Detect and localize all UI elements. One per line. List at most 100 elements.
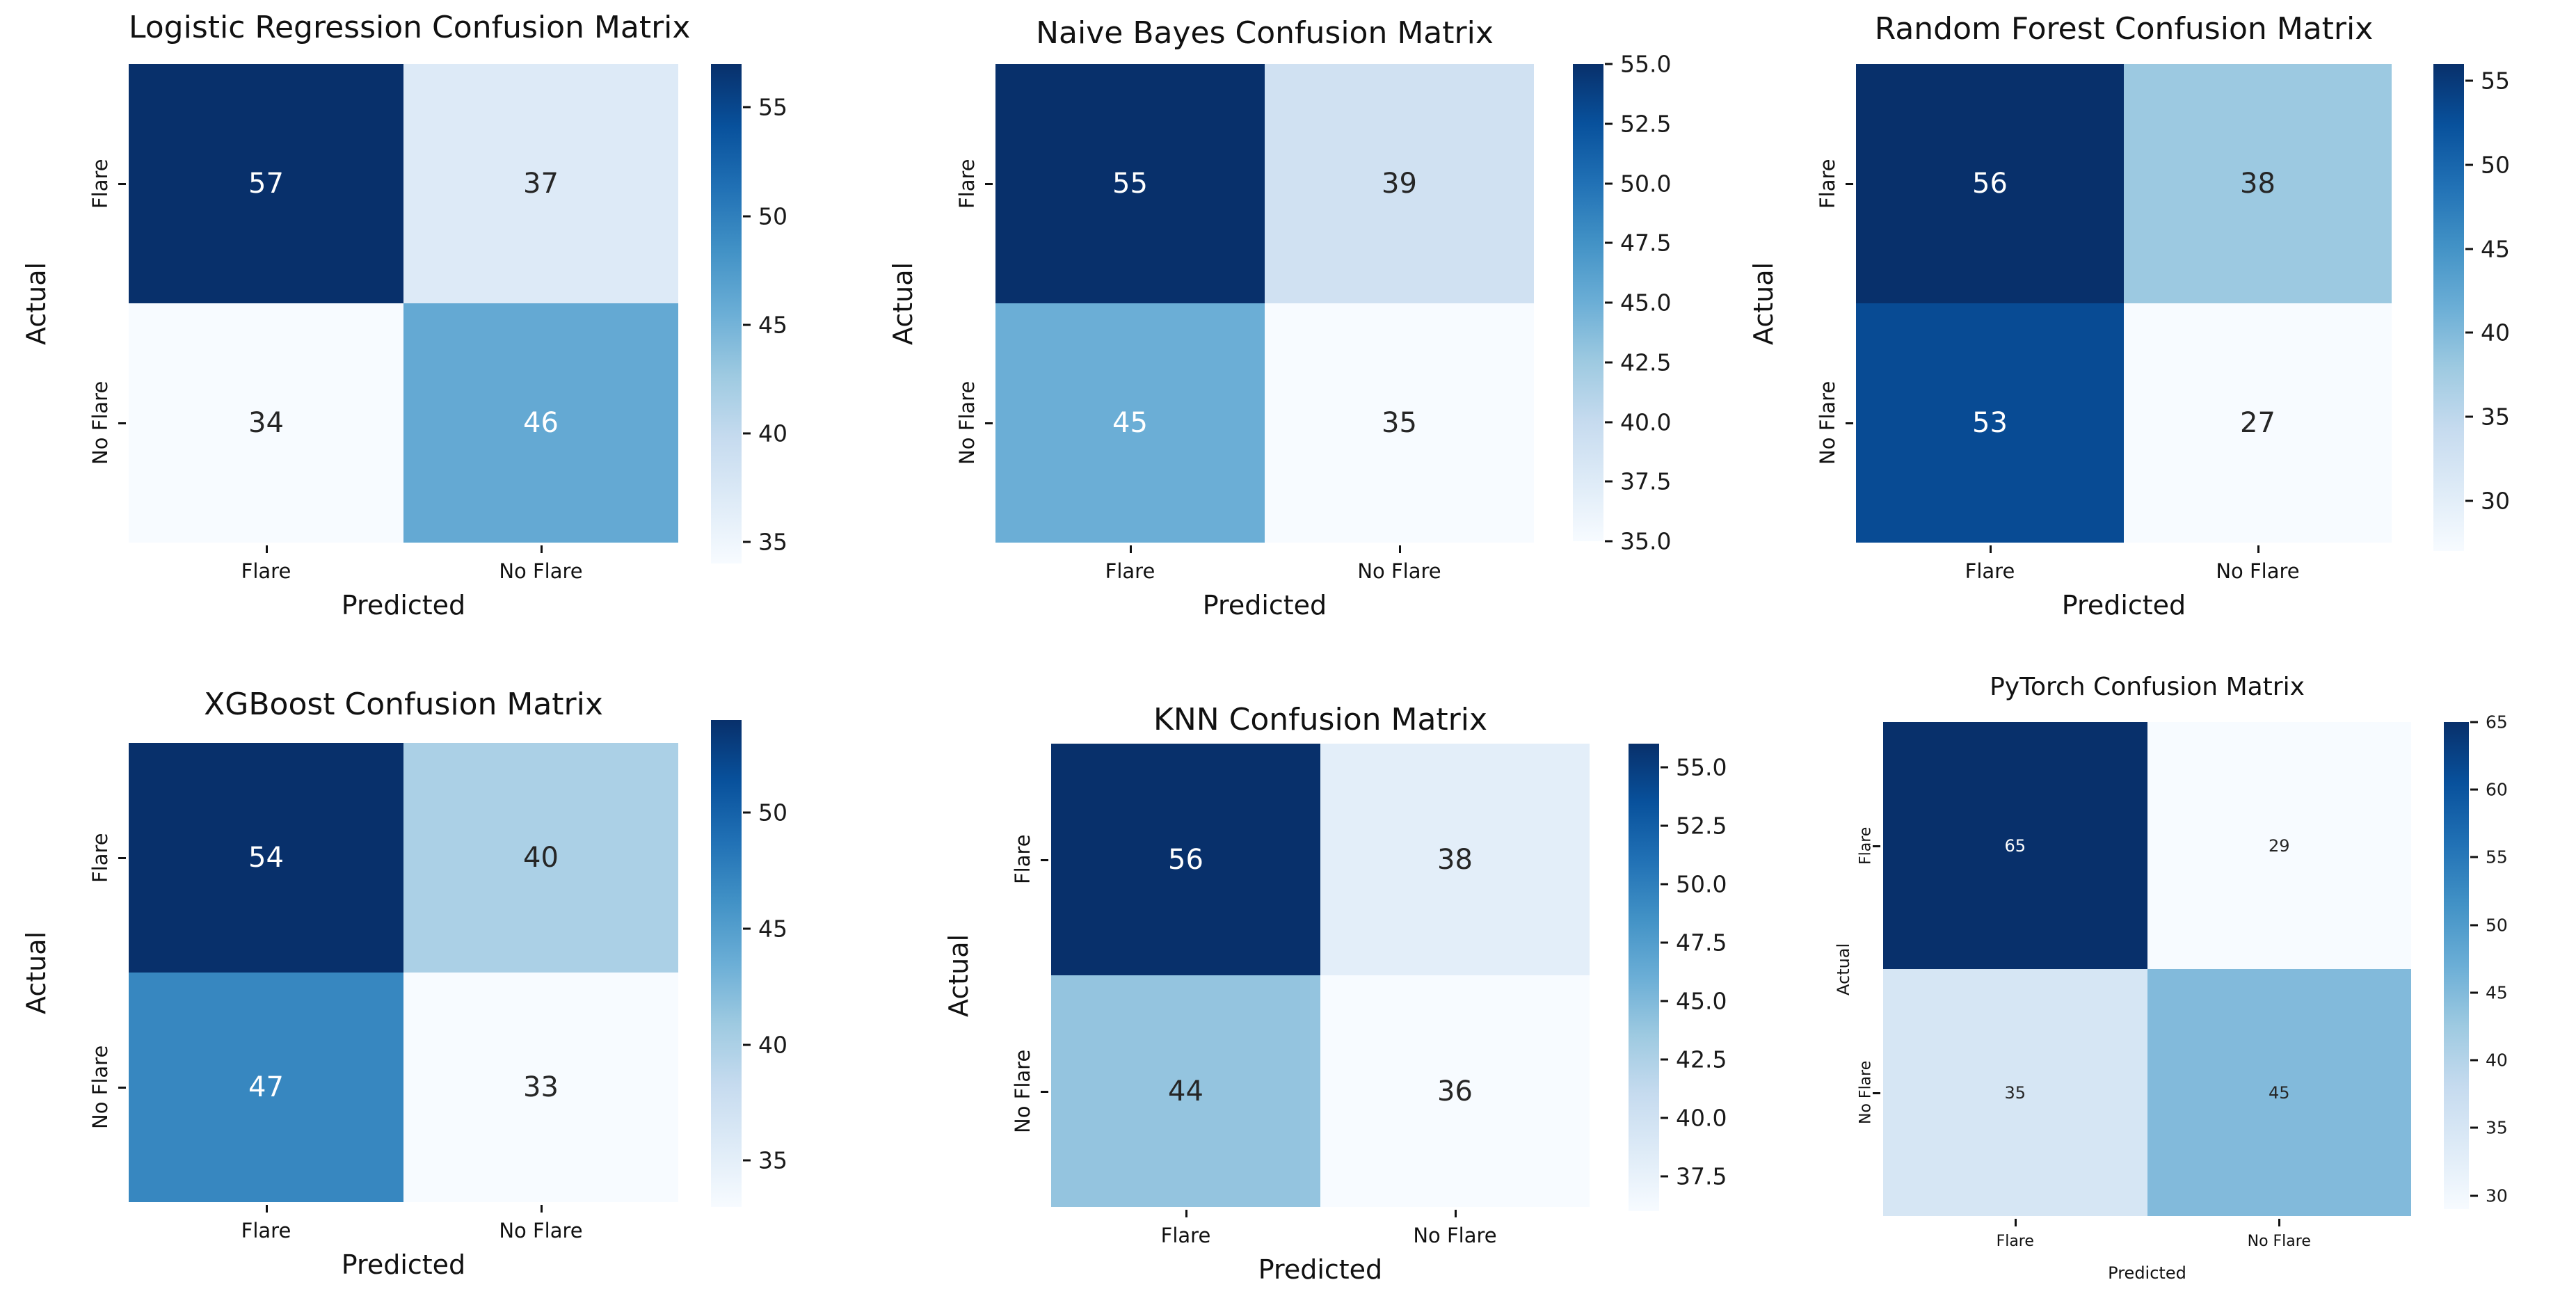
cell-value: 38 <box>1437 843 1473 876</box>
x-tick-mark <box>540 545 543 553</box>
colorbar-tick-label: 52.5 <box>1676 812 1727 840</box>
x-axis-label: Predicted <box>2108 1263 2186 1283</box>
x-tick-mark <box>265 545 268 553</box>
cell-value: 27 <box>2240 407 2275 439</box>
chart-title: Logistic Regression Confusion Matrix <box>129 10 691 45</box>
matrix-cell: 35 <box>1883 969 2147 1216</box>
y-tick-label-no-flare: No Flare <box>88 381 112 465</box>
y-axis-label: Actual <box>888 262 918 345</box>
cell-value: 35 <box>1382 407 1417 439</box>
x-tick-label-flare: Flare <box>241 1219 291 1242</box>
colorbar-tick-label: 40 <box>2486 1050 2508 1071</box>
matrix-cell: 38 <box>2124 64 2392 303</box>
y-axis-label: Actual <box>21 262 51 345</box>
x-axis-label: Predicted <box>341 590 466 621</box>
colorbar-tick: 30 <box>2470 1185 2508 1206</box>
colorbar-tick: 37.5 <box>1661 1162 1727 1190</box>
colorbar-tick: 45 <box>743 915 787 943</box>
heatmap: 55 39 45 35 <box>995 64 1534 543</box>
colorbar-tick: 45 <box>2465 235 2510 262</box>
cell-value: 53 <box>1972 407 2008 439</box>
x-axis-label: Predicted <box>2061 590 2186 621</box>
y-tick-mark <box>118 857 126 859</box>
colorbar-ticks: 55 50 45 40 35 <box>743 64 840 563</box>
y-tick-mark <box>1041 1090 1048 1093</box>
cell-value: 47 <box>248 1071 284 1103</box>
colorbar-tick-label: 40 <box>758 1031 787 1059</box>
y-tick-label-flare: Flare <box>955 159 979 209</box>
y-tick-mark <box>1846 183 1853 185</box>
colorbar-tick-label: 47.5 <box>1620 229 1672 257</box>
colorbar-tick-label: 42.5 <box>1676 1046 1727 1073</box>
colorbar-ticks: 55.0 52.5 50.0 47.5 45.0 42.5 40.0 37.5 35.0 <box>1605 51 1702 555</box>
y-tick-mark <box>1846 422 1853 424</box>
cell-value: 36 <box>1437 1075 1473 1107</box>
colorbar-tick-mark <box>1605 63 1613 65</box>
colorbar-tick: 45 <box>743 311 787 338</box>
heatmap: 65 29 35 45 <box>1883 722 2411 1216</box>
colorbar-tick-label: 35.0 <box>1620 527 1672 555</box>
x-tick-label-no-flare: No Flare <box>2216 559 2300 583</box>
colorbar-tick-mark <box>2465 499 2473 502</box>
colorbar-tick-mark <box>2470 856 2478 858</box>
colorbar-tick: 50 <box>2465 151 2510 178</box>
colorbar-tick: 55 <box>2465 67 2510 95</box>
cell-value: 65 <box>2004 835 2026 856</box>
y-tick-mark <box>1873 1091 1880 1094</box>
colorbar-tick-mark <box>743 927 751 930</box>
cell-value: 37 <box>523 168 559 200</box>
y-tick-label-no-flare: No Flare <box>1011 1049 1034 1133</box>
matrix-cell: 35 <box>1265 303 1534 543</box>
colorbar-tick-mark <box>1661 824 1668 827</box>
cell-value: 54 <box>248 842 284 874</box>
heatmap: 56 38 44 36 <box>1051 744 1590 1207</box>
colorbar-tick-mark <box>2470 1059 2478 1062</box>
chart-title: PyTorch Confusion Matrix <box>1990 673 2305 701</box>
colorbar-tick-mark <box>743 106 751 109</box>
y-tick-mark <box>1041 858 1048 861</box>
x-tick-mark <box>2278 1219 2281 1226</box>
colorbar-tick-label: 50.0 <box>1676 870 1727 898</box>
colorbar-tick-mark <box>2465 163 2473 166</box>
colorbar-tick-label: 55 <box>758 93 787 121</box>
colorbar-ticks: 55 50 45 40 35 30 <box>2465 64 2563 551</box>
matrix-cell: 46 <box>403 303 678 543</box>
colorbar-gradient <box>1629 744 1659 1211</box>
colorbar-tick-mark <box>743 1159 751 1162</box>
x-tick-mark <box>265 1205 268 1213</box>
colorbar-tick: 45 <box>2470 982 2508 1002</box>
colorbar-tick-mark <box>1605 301 1613 304</box>
chart-naive-bayes: Naive Bayes Confusion Matrix Actual Flar… <box>858 0 1717 656</box>
chart-random-forest: Random Forest Confusion Matrix Actual Fl… <box>1717 0 2575 656</box>
colorbar-tick-label: 55 <box>2481 67 2510 95</box>
colorbar-tick-mark <box>1605 540 1613 543</box>
y-tick-mark <box>118 422 126 424</box>
colorbar-tick-mark <box>1605 122 1613 125</box>
colorbar-tick-label: 30 <box>2486 1185 2508 1206</box>
cell-value: 35 <box>2004 1082 2026 1103</box>
colorbar-tick: 35 <box>743 528 787 555</box>
y-tick-label-flare: Flare <box>88 833 112 883</box>
colorbar-tick-label: 40.0 <box>1676 1104 1727 1132</box>
colorbar-tick: 42.5 <box>1661 1046 1727 1073</box>
colorbar-tick: 55 <box>2470 847 2508 867</box>
colorbar-tick-label: 50 <box>758 799 787 826</box>
colorbar-tick-mark <box>1661 1175 1668 1178</box>
x-tick-label-no-flare: No Flare <box>499 1219 583 1242</box>
y-tick-label-flare: Flare <box>1816 159 1839 209</box>
colorbar-tick-label: 37.5 <box>1620 467 1672 495</box>
colorbar-tick-mark <box>743 215 751 218</box>
y-axis-label: Actual <box>21 931 51 1014</box>
colorbar-gradient <box>711 720 742 1207</box>
y-tick-mark <box>985 422 993 424</box>
colorbar-tick-mark <box>2465 331 2473 334</box>
colorbar-ticks: 55.0 52.5 50.0 47.5 45.0 42.5 40.0 37.5 <box>1661 744 1758 1211</box>
matrix-cell: 53 <box>1856 303 2124 543</box>
colorbar-tick: 52.5 <box>1661 812 1727 839</box>
heatmap: 54 40 47 33 <box>129 743 678 1202</box>
colorbar-tick-label: 65 <box>2486 712 2508 733</box>
chart-title: Naive Bayes Confusion Matrix <box>1036 15 1494 51</box>
x-tick-label-no-flare: No Flare <box>1357 559 1441 583</box>
colorbar-tick: 35 <box>2470 1118 2508 1138</box>
y-tick-label-no-flare: No Flare <box>88 1045 112 1130</box>
